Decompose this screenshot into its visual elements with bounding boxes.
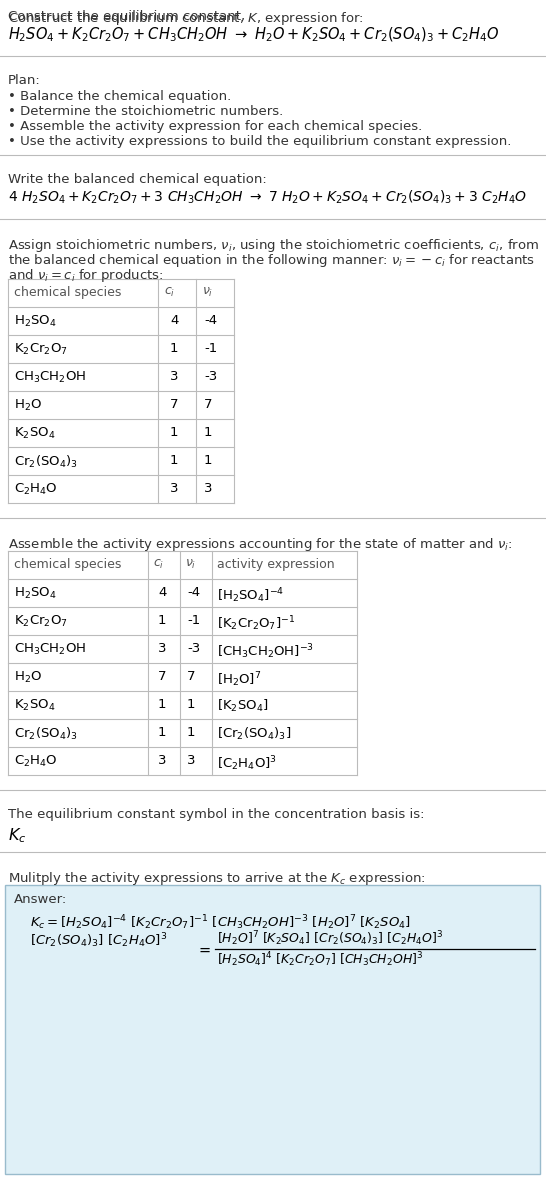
Text: $\mathdefault{K_2SO_4}$: $\mathdefault{K_2SO_4}$ bbox=[14, 698, 55, 713]
Text: $\mathdefault{H_2SO_4}$: $\mathdefault{H_2SO_4}$ bbox=[14, 586, 57, 601]
Text: $\mathdefault{[C_2H_4O]^3}$: $\mathdefault{[C_2H_4O]^3}$ bbox=[217, 755, 277, 772]
Text: 1: 1 bbox=[158, 698, 167, 711]
Text: $\nu_i$: $\nu_i$ bbox=[185, 558, 197, 571]
Text: 1: 1 bbox=[170, 426, 179, 439]
Text: $\mathdefault{CH_3CH_2OH}$: $\mathdefault{CH_3CH_2OH}$ bbox=[14, 370, 86, 386]
Text: $\mathdefault{H_2O}$: $\mathdefault{H_2O}$ bbox=[14, 670, 42, 685]
Text: 7: 7 bbox=[158, 670, 167, 683]
Text: 4: 4 bbox=[158, 586, 167, 599]
Text: 1: 1 bbox=[204, 426, 212, 439]
Text: $\mathdefault{C_2H_4O}$: $\mathdefault{C_2H_4O}$ bbox=[14, 482, 58, 498]
Text: -3: -3 bbox=[187, 643, 200, 656]
Text: 1: 1 bbox=[170, 342, 179, 355]
Text: and $\nu_i = c_i$ for products:: and $\nu_i = c_i$ for products: bbox=[8, 266, 164, 284]
Text: 1: 1 bbox=[204, 454, 212, 467]
Text: $[H_2O]^7\ [K_2SO_4]\ [Cr_2(SO_4)_3]\ [C_2H_4O]^3$: $[H_2O]^7\ [K_2SO_4]\ [Cr_2(SO_4)_3]\ [C… bbox=[217, 929, 443, 948]
Text: $\mathdefault{[H_2SO_4]^{-4}}$: $\mathdefault{[H_2SO_4]^{-4}}$ bbox=[217, 586, 284, 605]
Text: Assign stoichiometric numbers, $\nu_i$, using the stoichiometric coefficients, $: Assign stoichiometric numbers, $\nu_i$, … bbox=[8, 237, 539, 253]
Text: 3: 3 bbox=[170, 370, 179, 383]
Text: 1: 1 bbox=[187, 698, 195, 711]
Text: 4: 4 bbox=[170, 314, 179, 327]
Text: $\mathdefault{K_2SO_4}$: $\mathdefault{K_2SO_4}$ bbox=[14, 426, 55, 441]
Text: Assemble the activity expressions accounting for the state of matter and $\nu_i$: Assemble the activity expressions accoun… bbox=[8, 536, 513, 553]
Text: 3: 3 bbox=[170, 482, 179, 495]
Text: 7: 7 bbox=[170, 399, 179, 411]
Text: $K_c = [H_2SO_4]^{-4}\ [K_2Cr_2O_7]^{-1}\ [CH_3CH_2OH]^{-3}\ [H_2O]^7\ [K_2SO_4]: $K_c = [H_2SO_4]^{-4}\ [K_2Cr_2O_7]^{-1}… bbox=[30, 913, 411, 931]
Text: 1: 1 bbox=[187, 726, 195, 739]
Text: The equilibrium constant symbol in the concentration basis is:: The equilibrium constant symbol in the c… bbox=[8, 808, 424, 821]
Text: 1: 1 bbox=[170, 454, 179, 467]
Text: $\mathdefault{CH_3CH_2OH}$: $\mathdefault{CH_3CH_2OH}$ bbox=[14, 643, 86, 657]
Text: 3: 3 bbox=[187, 755, 195, 768]
Text: Write the balanced chemical equation:: Write the balanced chemical equation: bbox=[8, 173, 267, 186]
Text: $\mathdefault{C_2H_4O}$: $\mathdefault{C_2H_4O}$ bbox=[14, 755, 58, 769]
Text: $=$: $=$ bbox=[196, 942, 211, 956]
Text: Answer:: Answer: bbox=[14, 893, 67, 905]
Text: $\mathdefault{K_2Cr_2O_7}$: $\mathdefault{K_2Cr_2O_7}$ bbox=[14, 614, 68, 630]
Text: -1: -1 bbox=[204, 342, 217, 355]
Text: $\mathdefault{H_2SO_4}$: $\mathdefault{H_2SO_4}$ bbox=[14, 314, 57, 329]
Text: 7: 7 bbox=[204, 399, 212, 411]
Text: $\mathdefault{[H_2O]^7}$: $\mathdefault{[H_2O]^7}$ bbox=[217, 670, 262, 689]
Text: $\mathdefault{H_2O}$: $\mathdefault{H_2O}$ bbox=[14, 399, 42, 413]
Text: $\mathdefault{Cr_2(SO_4)_3}$: $\mathdefault{Cr_2(SO_4)_3}$ bbox=[14, 726, 78, 742]
Text: $\mathdefault{[Cr_2(SO_4)_3]}$: $\mathdefault{[Cr_2(SO_4)_3]}$ bbox=[217, 726, 292, 742]
Text: 3: 3 bbox=[204, 482, 212, 495]
Text: Construct the equilibrium constant,: Construct the equilibrium constant, bbox=[8, 9, 250, 24]
Text: -3: -3 bbox=[204, 370, 217, 383]
Text: Mulitply the activity expressions to arrive at the $K_c$ expression:: Mulitply the activity expressions to arr… bbox=[8, 870, 426, 887]
Text: $c_i$: $c_i$ bbox=[164, 286, 175, 299]
Text: 3: 3 bbox=[158, 755, 167, 768]
Text: $\mathdefault{[CH_3CH_2OH]^{-3}}$: $\mathdefault{[CH_3CH_2OH]^{-3}}$ bbox=[217, 643, 314, 660]
Text: $\mathdefault{K_2Cr_2O_7}$: $\mathdefault{K_2Cr_2O_7}$ bbox=[14, 342, 68, 357]
FancyBboxPatch shape bbox=[5, 885, 540, 1174]
Text: $\mathdefault{Cr_2(SO_4)_3}$: $\mathdefault{Cr_2(SO_4)_3}$ bbox=[14, 454, 78, 470]
Text: $H_2SO_4 + K_2Cr_2O_7 + CH_3CH_2OH\ \rightarrow\ H_2O + K_2SO_4 + Cr_2(SO_4)_3 +: $H_2SO_4 + K_2Cr_2O_7 + CH_3CH_2OH\ \rig… bbox=[8, 26, 500, 45]
Text: Plan:: Plan: bbox=[8, 74, 41, 87]
Text: chemical species: chemical species bbox=[14, 286, 121, 299]
Text: -4: -4 bbox=[187, 586, 200, 599]
Text: 1: 1 bbox=[158, 726, 167, 739]
Text: $4\ H_2SO_4 + K_2Cr_2O_7 + 3\ CH_3CH_2OH\ \rightarrow\ 7\ H_2O + K_2SO_4 + Cr_2(: $4\ H_2SO_4 + K_2Cr_2O_7 + 3\ CH_3CH_2OH… bbox=[8, 189, 527, 206]
Text: • Use the activity expressions to build the equilibrium constant expression.: • Use the activity expressions to build … bbox=[8, 136, 512, 149]
Text: -4: -4 bbox=[204, 314, 217, 327]
Text: 3: 3 bbox=[158, 643, 167, 656]
Text: 7: 7 bbox=[187, 670, 195, 683]
Text: $K_c$: $K_c$ bbox=[8, 826, 26, 844]
Text: • Assemble the activity expression for each chemical species.: • Assemble the activity expression for e… bbox=[8, 120, 422, 133]
Text: $c_i$: $c_i$ bbox=[153, 558, 164, 571]
Text: 1: 1 bbox=[158, 614, 167, 627]
Text: • Balance the chemical equation.: • Balance the chemical equation. bbox=[8, 90, 232, 103]
Text: activity expression: activity expression bbox=[217, 558, 335, 571]
Text: $\mathdefault{[K_2Cr_2O_7]^{-1}}$: $\mathdefault{[K_2Cr_2O_7]^{-1}}$ bbox=[217, 614, 295, 633]
Text: • Determine the stoichiometric numbers.: • Determine the stoichiometric numbers. bbox=[8, 105, 283, 118]
Text: the balanced chemical equation in the following manner: $\nu_i = -c_i$ for react: the balanced chemical equation in the fo… bbox=[8, 252, 535, 269]
Text: -1: -1 bbox=[187, 614, 200, 627]
Text: chemical species: chemical species bbox=[14, 558, 121, 571]
Text: Construct the equilibrium constant, $K$, expression for:: Construct the equilibrium constant, $K$,… bbox=[8, 9, 364, 27]
Text: $[Cr_2(SO_4)_3]\ [C_2H_4O]^3$: $[Cr_2(SO_4)_3]\ [C_2H_4O]^3$ bbox=[30, 931, 167, 950]
Text: $\nu_i$: $\nu_i$ bbox=[202, 286, 213, 299]
Text: $\mathdefault{[K_2SO_4]}$: $\mathdefault{[K_2SO_4]}$ bbox=[217, 698, 269, 714]
Text: $[H_2SO_4]^4\ [K_2Cr_2O_7]\ [CH_3CH_2OH]^3$: $[H_2SO_4]^4\ [K_2Cr_2O_7]\ [CH_3CH_2OH]… bbox=[217, 950, 423, 969]
